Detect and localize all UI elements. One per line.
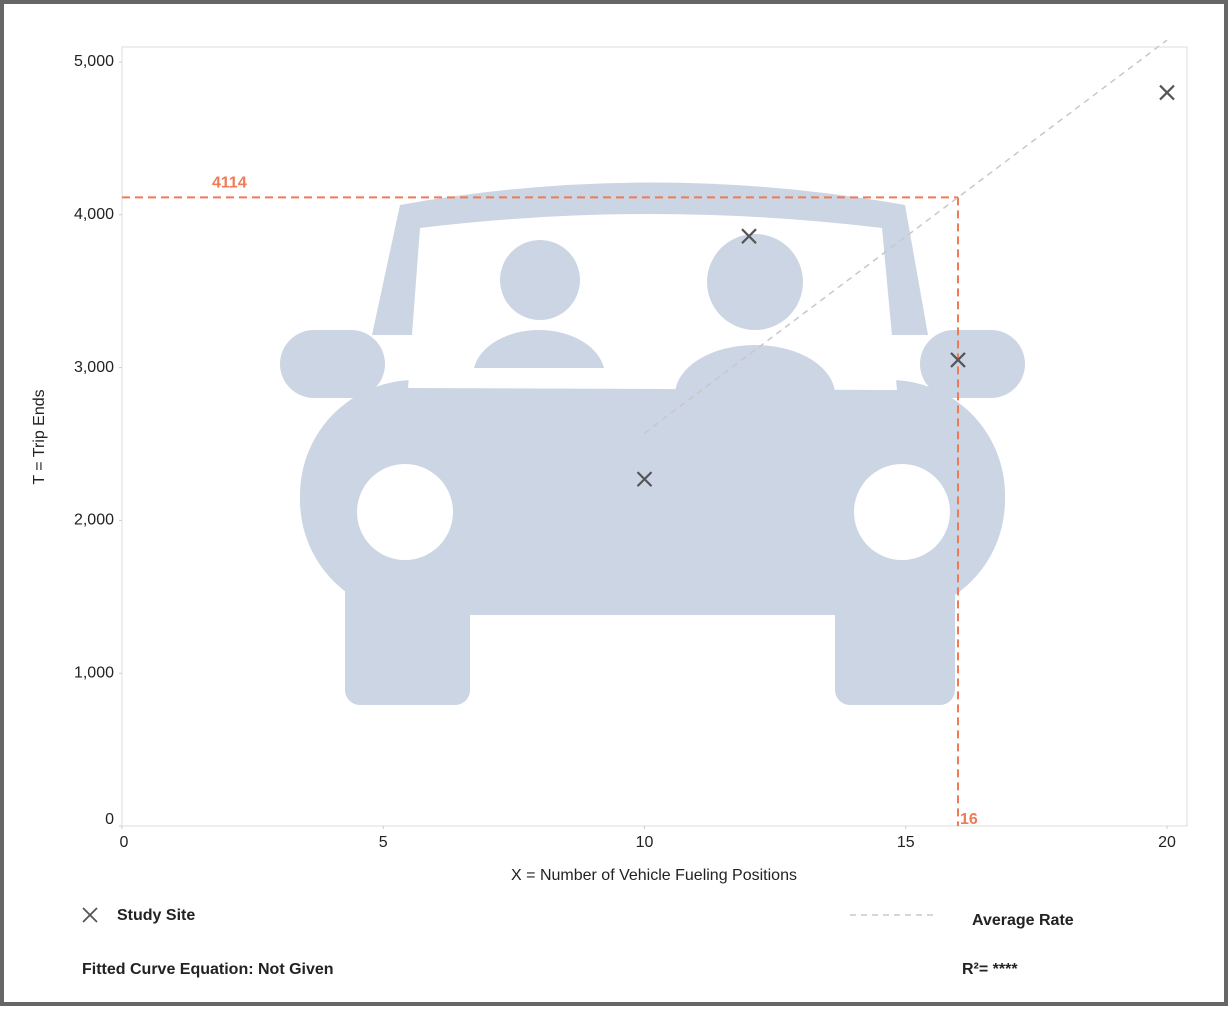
- point: [636, 471, 653, 487]
- point: [1159, 84, 1175, 101]
- legend-label: Average Rate: [972, 912, 1074, 929]
- x-tick-label: 0: [120, 834, 129, 851]
- plot-area: [121, 46, 1188, 827]
- legend-marker: [82, 907, 98, 923]
- x-tick-label: 5: [379, 834, 388, 851]
- y-tick-label: 1,000: [74, 664, 114, 681]
- x-tick-label: 15: [897, 834, 915, 851]
- y-tick-label: 0: [105, 811, 114, 828]
- x-axis-label: X = Number of Vehicle Fueling Positions: [511, 867, 797, 884]
- annotation-y-label: 4114: [212, 175, 247, 192]
- average-rate-line: [644, 40, 1168, 434]
- point: [741, 228, 757, 244]
- fitted-curve: Fitted Curve Equation: Not Given: [82, 961, 334, 978]
- r-squared: R²= ****: [962, 961, 1018, 978]
- car-watermark: [280, 182, 1025, 705]
- y-tick-label: 2,000: [74, 512, 114, 529]
- legend-label: Study Site: [117, 907, 195, 924]
- x-tick-label: 20: [1158, 834, 1176, 851]
- y-tick-label: 4,000: [74, 206, 114, 223]
- x-tick-label: 10: [636, 834, 654, 851]
- y-tick-label: 3,000: [74, 359, 114, 376]
- annotation-x-label: 16: [960, 811, 978, 828]
- y-axis-label: T = Trip Ends: [31, 389, 48, 484]
- point: [950, 352, 966, 368]
- y-tick-label: 5,000: [74, 53, 114, 70]
